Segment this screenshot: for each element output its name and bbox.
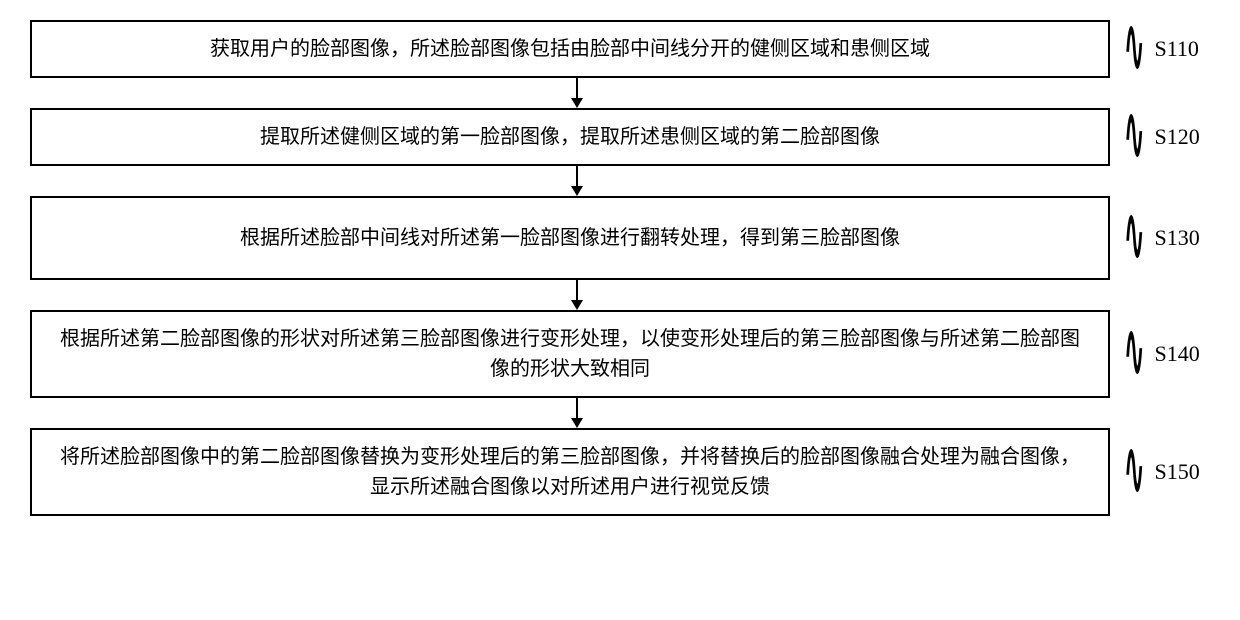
- step-box-s120: 提取所述健侧区域的第一脸部图像，提取所述患侧区域的第二脸部图像: [30, 108, 1110, 166]
- step-row: 根据所述脸部中间线对所述第一脸部图像进行翻转处理，得到第三脸部图像 ∿ S130: [30, 196, 1210, 280]
- arrow-down-icon: [30, 398, 1210, 428]
- step-text: 根据所述第二脸部图像的形状对所述第三脸部图像进行变形处理，以使变形处理后的第三脸…: [52, 324, 1088, 384]
- step-text: 获取用户的脸部图像，所述脸部图像包括由脸部中间线分开的健侧区域和患侧区域: [210, 34, 930, 64]
- flowchart-container: 获取用户的脸部图像，所述脸部图像包括由脸部中间线分开的健侧区域和患侧区域 ∿ S…: [30, 20, 1210, 516]
- step-box-s140: 根据所述第二脸部图像的形状对所述第三脸部图像进行变形处理，以使变形处理后的第三脸…: [30, 310, 1110, 398]
- step-id: S150: [1155, 459, 1200, 485]
- step-box-s130: 根据所述脸部中间线对所述第一脸部图像进行翻转处理，得到第三脸部图像: [30, 196, 1110, 280]
- step-label-wrap: ∿ S110: [1120, 32, 1210, 66]
- step-text: 将所述脸部图像中的第二脸部图像替换为变形处理后的第三脸部图像，并将替换后的脸部图…: [52, 442, 1088, 502]
- connector-tilde-icon: ∿: [1124, 201, 1144, 276]
- arrow-down-icon: [30, 280, 1210, 310]
- step-id: S120: [1155, 124, 1200, 150]
- step-label-wrap: ∿ S120: [1120, 120, 1210, 154]
- connector-tilde-icon: ∿: [1124, 12, 1144, 87]
- arrow-down-icon: [30, 166, 1210, 196]
- connector-tilde-icon: ∿: [1124, 100, 1144, 175]
- step-row: 根据所述第二脸部图像的形状对所述第三脸部图像进行变形处理，以使变形处理后的第三脸…: [30, 310, 1210, 398]
- step-text: 根据所述脸部中间线对所述第一脸部图像进行翻转处理，得到第三脸部图像: [240, 223, 900, 253]
- step-box-s150: 将所述脸部图像中的第二脸部图像替换为变形处理后的第三脸部图像，并将替换后的脸部图…: [30, 428, 1110, 516]
- step-label-wrap: ∿ S130: [1120, 221, 1210, 255]
- step-row: 获取用户的脸部图像，所述脸部图像包括由脸部中间线分开的健侧区域和患侧区域 ∿ S…: [30, 20, 1210, 78]
- connector-tilde-icon: ∿: [1124, 317, 1144, 392]
- step-label-wrap: ∿ S150: [1120, 455, 1210, 489]
- connector-tilde-icon: ∿: [1124, 435, 1144, 510]
- step-id: S140: [1155, 341, 1200, 367]
- step-id: S130: [1155, 225, 1200, 251]
- arrow-down-icon: [30, 78, 1210, 108]
- step-row: 提取所述健侧区域的第一脸部图像，提取所述患侧区域的第二脸部图像 ∿ S120: [30, 108, 1210, 166]
- step-id: S110: [1155, 36, 1199, 62]
- step-text: 提取所述健侧区域的第一脸部图像，提取所述患侧区域的第二脸部图像: [260, 122, 880, 152]
- step-label-wrap: ∿ S140: [1120, 337, 1210, 371]
- step-row: 将所述脸部图像中的第二脸部图像替换为变形处理后的第三脸部图像，并将替换后的脸部图…: [30, 428, 1210, 516]
- step-box-s110: 获取用户的脸部图像，所述脸部图像包括由脸部中间线分开的健侧区域和患侧区域: [30, 20, 1110, 78]
